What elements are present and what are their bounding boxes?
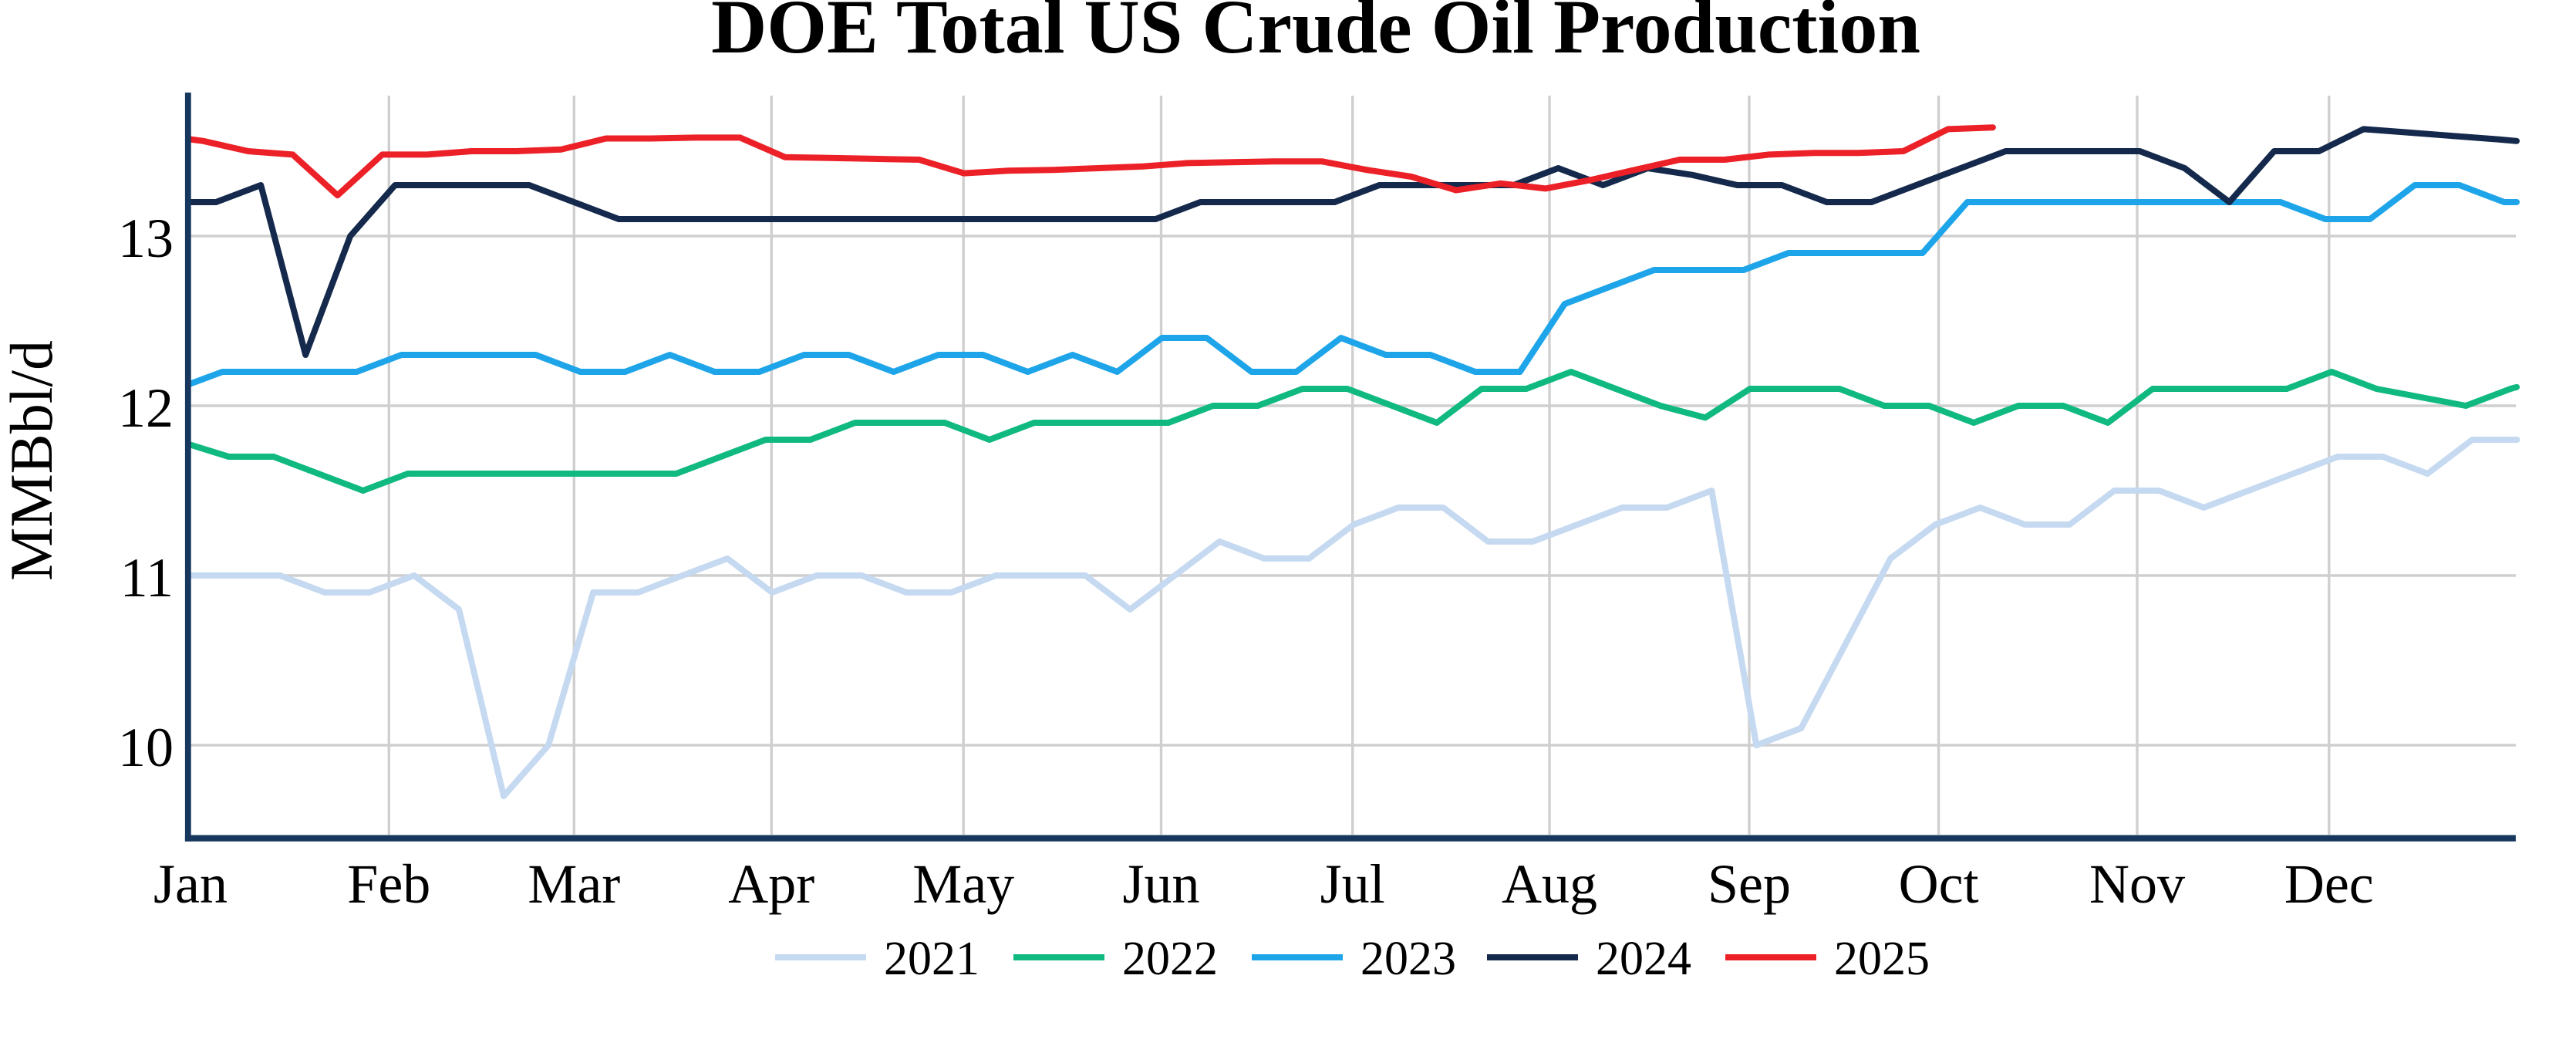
svg-text:Dec: Dec <box>2284 853 2374 915</box>
svg-text:2021: 2021 <box>884 933 979 985</box>
svg-text:Sep: Sep <box>1708 853 1791 915</box>
svg-text:12: 12 <box>118 377 174 439</box>
svg-text:10: 10 <box>118 717 174 778</box>
svg-text:11: 11 <box>120 547 174 609</box>
svg-text:2023: 2023 <box>1360 933 1456 985</box>
svg-text:Jul: Jul <box>1320 853 1385 915</box>
svg-text:13: 13 <box>118 208 174 269</box>
svg-text:2022: 2022 <box>1122 933 1218 985</box>
svg-text:Aug: Aug <box>1502 853 1597 915</box>
svg-text:Apr: Apr <box>728 853 814 915</box>
svg-text:May: May <box>912 853 1014 915</box>
svg-text:Oct: Oct <box>1899 853 1979 915</box>
svg-text:Mar: Mar <box>528 853 620 915</box>
svg-text:2025: 2025 <box>1834 933 1930 985</box>
svg-text:Feb: Feb <box>347 853 430 915</box>
svg-text:Nov: Nov <box>2089 853 2185 915</box>
svg-text:Jun: Jun <box>1122 853 1199 915</box>
svg-text:DOE Total US Crude Oil Product: DOE Total US Crude Oil Production <box>711 0 1920 69</box>
svg-text:Jan: Jan <box>153 853 228 915</box>
svg-text:MMBbl/d: MMBbl/d <box>0 340 65 581</box>
svg-text:2024: 2024 <box>1596 933 1691 985</box>
